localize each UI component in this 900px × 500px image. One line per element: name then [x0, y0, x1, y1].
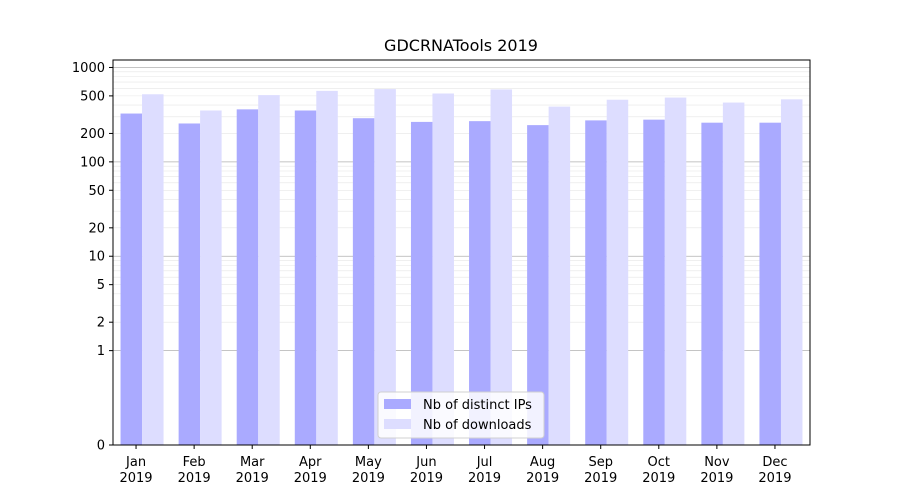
y-tick-label: 200 [80, 127, 105, 142]
x-tick-label-line: Nov [704, 455, 730, 470]
x-tick-label-line: 2019 [468, 471, 501, 486]
legend-swatch [384, 419, 411, 429]
bar-downloads [664, 97, 687, 445]
bar-downloads [722, 102, 745, 445]
x-tick-label-line: May [355, 455, 382, 470]
legend-swatch [384, 399, 411, 409]
y-axis: 0 1 2 5 10 20 50 100 200 500 1000 [72, 61, 113, 454]
bar-distinct-ips [294, 110, 317, 445]
x-tick-label-line: Aug [530, 455, 555, 470]
y-tick-label: 0 [97, 439, 105, 454]
bar-distinct-ips [469, 121, 491, 446]
x-tick-label: Dec 2019 [758, 455, 791, 486]
grid-lines [113, 67, 810, 352]
y-tick-label: 50 [88, 184, 105, 199]
bar-downloads [142, 94, 164, 445]
x-tick-label: Apr 2019 [294, 455, 327, 486]
bar-downloads [258, 95, 280, 446]
bar-distinct-ips [585, 120, 607, 445]
legend: Nb of distinct IPs Nb of downloads [377, 391, 545, 439]
plot-frame [112, 59, 811, 446]
y-tick-label: 1000 [72, 61, 105, 76]
y-tick-label: 20 [88, 221, 105, 236]
y-tick-label: 2 [97, 316, 105, 331]
bar-downloads [316, 90, 338, 446]
x-tick-label: Mar 2019 [236, 455, 269, 486]
x-tick-label-line: 2019 [584, 471, 617, 486]
bar-distinct-ips [759, 122, 781, 446]
x-tick-label: Jun 2019 [410, 455, 443, 486]
x-tick-label-line: Apr [299, 455, 322, 470]
x-tick-label-line: 2019 [236, 471, 269, 486]
x-tick-label-line: Oct [648, 455, 670, 470]
x-tick-label-line: Sep [588, 455, 613, 470]
x-tick-label: Feb 2019 [178, 455, 211, 486]
x-tick-label-line: 2019 [758, 471, 791, 486]
bar-downloads [780, 99, 803, 446]
legend-label: Nb of distinct IPs [423, 398, 532, 413]
x-tick-label: May 2019 [352, 455, 385, 486]
bar-distinct-ips [236, 109, 259, 446]
bar-downloads [490, 89, 513, 446]
bar-distinct-ips [527, 125, 549, 446]
x-tick-label-line: Jun [415, 455, 436, 470]
x-tick-label-line: 2019 [352, 471, 385, 486]
bars [120, 89, 803, 446]
bar-downloads [606, 99, 629, 445]
bar-downloads [200, 110, 222, 445]
bar-distinct-ips [352, 118, 375, 445]
bar-downloads [374, 89, 396, 445]
x-tick-label-line: 2019 [526, 471, 559, 486]
x-tick-label-line: 2019 [178, 471, 211, 486]
x-tick-label-line: 2019 [119, 471, 152, 486]
y-tick-label: 100 [80, 155, 105, 170]
y-tick-label: 500 [80, 89, 105, 104]
chart-title: GDCRNATools 2019 [384, 36, 538, 55]
bar-downloads [548, 106, 571, 445]
x-tick-label: Jul 2019 [468, 455, 501, 486]
bar-distinct-ips [643, 119, 665, 445]
bar-distinct-ips [410, 121, 433, 445]
x-tick-label-line: 2019 [294, 471, 327, 486]
y-tick-label: 5 [97, 278, 105, 293]
bar-downloads [432, 93, 454, 445]
x-tick-label-line: Jul [476, 455, 493, 470]
x-tick-label-line: Mar [240, 455, 265, 470]
x-tick-label-line: 2019 [410, 471, 443, 486]
x-tick-label-line: Feb [183, 455, 206, 470]
y-tick-label: 10 [88, 250, 105, 265]
x-tick-label: Oct 2019 [642, 455, 675, 486]
bar-distinct-ips [701, 122, 723, 446]
legend-label: Nb of downloads [423, 418, 532, 433]
x-tick-label-line: 2019 [642, 471, 675, 486]
x-tick-label: Aug 2019 [526, 455, 559, 486]
y-tick-label: 1 [97, 344, 105, 359]
x-tick-label: Sep 2019 [584, 455, 617, 486]
x-tick-label-line: 2019 [700, 471, 733, 486]
x-tick-label-line: Jan [125, 455, 146, 470]
x-tick-label-line: Dec [762, 455, 787, 470]
legend-box [377, 391, 545, 439]
bar-distinct-ips [120, 113, 143, 445]
bar-distinct-ips [178, 123, 201, 446]
x-tick-label: Nov 2019 [700, 455, 733, 486]
x-tick-label: Jan 2019 [119, 455, 152, 486]
